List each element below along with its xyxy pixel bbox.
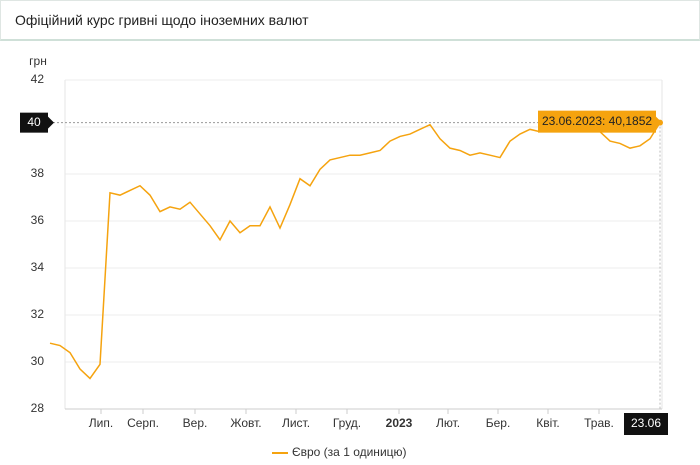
crosshair-y-box [20, 112, 48, 133]
y-tick-label: 30 [31, 354, 45, 368]
tooltip-text: 23.06.2023: 40,1852 [542, 114, 652, 128]
x-tick-label: Квіт. [536, 416, 560, 430]
crosshair-x-box [624, 413, 668, 435]
y-tick-label: 34 [31, 260, 45, 274]
chart-title: Офіційний курс гривні щодо іноземних вал… [15, 12, 309, 28]
y-tick-label: 42 [31, 72, 45, 86]
x-tick-label: Лист. [282, 416, 310, 430]
crosshair-y-label: 40 [27, 115, 41, 129]
y-tick-label: 32 [31, 307, 45, 321]
x-tick-label: Бер. [486, 416, 511, 430]
y-tick-label: 36 [31, 213, 45, 227]
x-tick-label: Лип. [89, 416, 113, 430]
x-tick-label: Серп. [127, 416, 159, 430]
y-tick-label: 28 [31, 401, 45, 415]
x-tick-label: Груд. [333, 416, 361, 430]
chart: грн 28 30 32 34 36 38 40 42 Лип. Серп. Вер. Жовт. Ли… [20, 54, 668, 459]
tooltip-box [538, 110, 656, 133]
legend-label: Євро (за 1 одиницю) [292, 445, 407, 459]
x-tick-label: Трав. [584, 416, 614, 430]
x-tick-label: Жовт. [230, 416, 261, 430]
header: Офіційний курс гривні щодо іноземних вал… [0, 0, 700, 41]
crosshair-x-label: 23.06 [631, 416, 661, 430]
tooltip-arrow [656, 116, 662, 129]
x-tick-label: Лют. [436, 416, 460, 430]
x-tick-label: Вер. [183, 416, 208, 430]
x-tick-label: 2023 [386, 416, 413, 430]
y-axis-label: грн [29, 54, 47, 68]
y-tick-label: 38 [31, 166, 45, 180]
crosshair-y-arrow [48, 116, 54, 129]
line [49, 122, 661, 380]
